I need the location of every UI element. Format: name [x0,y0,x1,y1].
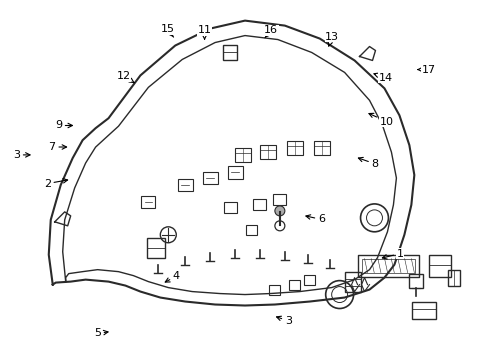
Text: 3: 3 [13,150,30,160]
Bar [223,202,236,213]
Bar [408,274,423,288]
Bar [141,196,155,208]
Text: 10: 10 [368,113,393,127]
Bar [357,255,419,276]
Text: 8: 8 [358,157,378,169]
Bar [260,145,275,159]
Text: 13: 13 [325,32,339,46]
Bar [235,148,250,162]
Text: 12: 12 [117,71,134,82]
Bar [289,280,300,289]
Text: 4: 4 [165,271,180,282]
Text: 5: 5 [94,328,108,338]
Text: 15: 15 [160,24,174,37]
Bar [344,272,360,292]
Text: 3: 3 [276,316,291,326]
Text: 14: 14 [373,73,392,83]
Bar [253,199,266,210]
Text: 6: 6 [305,215,325,224]
Text: 1: 1 [382,248,403,259]
Bar [147,238,165,258]
Text: 11: 11 [197,25,211,39]
Bar [286,141,302,155]
Text: 7: 7 [48,142,66,152]
Bar [361,259,414,273]
Bar [269,285,280,294]
Text: 16: 16 [264,25,278,38]
Bar [447,270,459,285]
Bar [273,194,286,206]
Text: 2: 2 [43,179,67,189]
Circle shape [274,206,285,216]
Bar [202,171,217,184]
Bar [313,141,329,155]
Bar [411,302,435,319]
Bar [178,179,192,192]
Bar [304,275,315,285]
Bar [223,45,237,60]
Bar [227,166,242,179]
Text: 9: 9 [55,121,72,130]
Bar [246,225,257,235]
Bar [428,255,450,276]
Text: 17: 17 [417,64,435,75]
